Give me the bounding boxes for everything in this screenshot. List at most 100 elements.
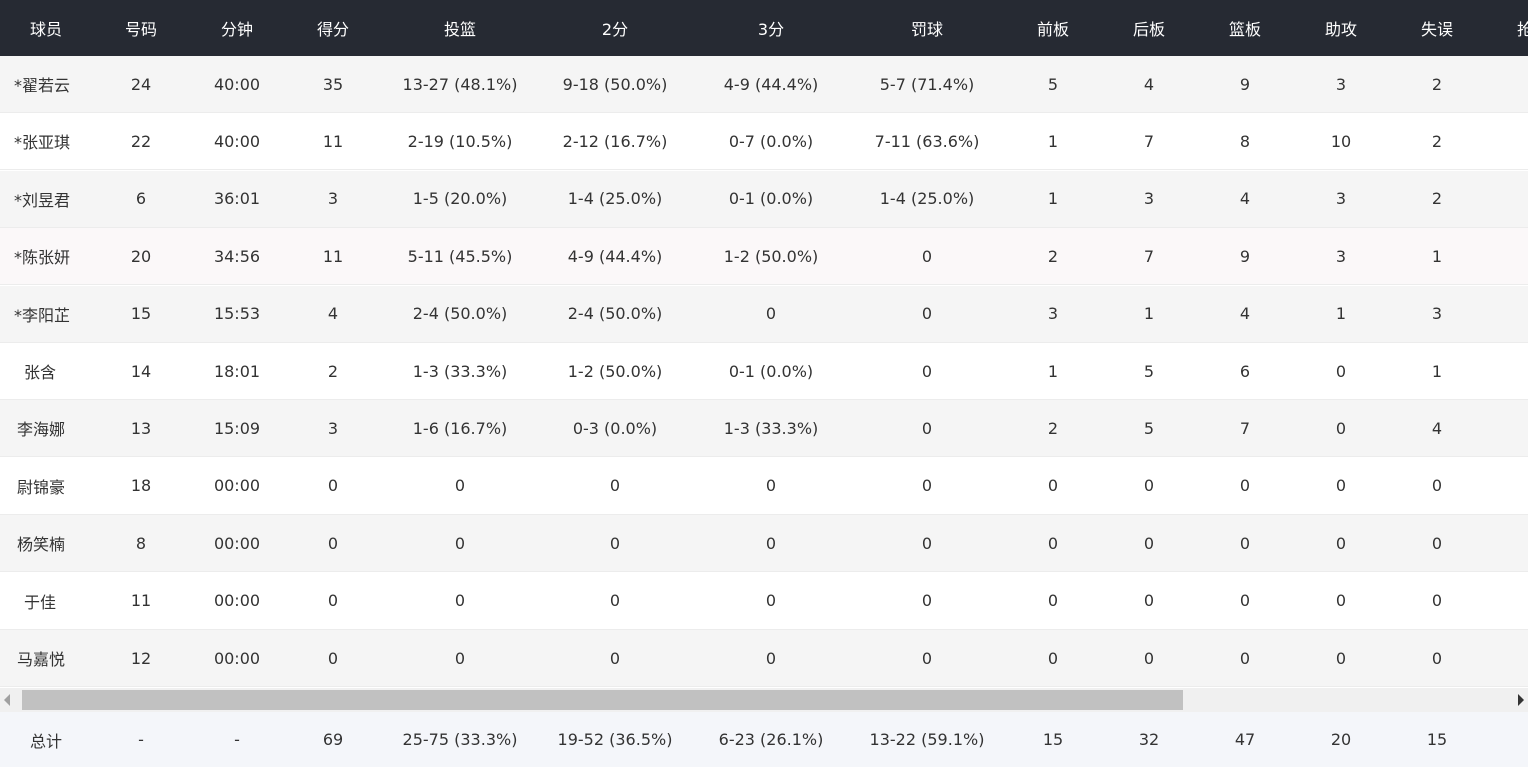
cell-dreb: 0 — [1143, 648, 1155, 668]
cell-oreb: 2 — [1047, 418, 1059, 438]
scroll-left-arrow-icon[interactable] — [4, 694, 10, 706]
cell-tov: 2 — [1431, 189, 1443, 209]
cell-player: 杨笑楠 — [17, 535, 66, 555]
cell-minutes: 00:00 — [213, 476, 261, 496]
total-two: 19-52 (36.5%) — [557, 730, 673, 749]
cell-tov: 2 — [1431, 131, 1443, 151]
table-row[interactable]: 尉锦豪 18 00:00 0 0 0 0 0 0 0 0 0 0 — [0, 457, 1528, 515]
header-tov[interactable]: 失误 — [1420, 20, 1453, 39]
cell-minutes: 00:00 — [213, 591, 261, 611]
cell-ast: 1 — [1335, 304, 1347, 324]
cell-minutes: 00:00 — [213, 533, 261, 553]
cell-minutes: 34:56 — [213, 246, 261, 266]
cell-points: 0 — [327, 591, 339, 611]
table-row[interactable]: 马嘉悦 12 00:00 0 0 0 0 0 0 0 0 0 0 — [0, 630, 1528, 687]
cell-tov: 4 — [1431, 418, 1443, 438]
cell-tov: 0 — [1431, 591, 1443, 611]
cell-points: 11 — [322, 246, 344, 266]
cell-minutes: 40:00 — [213, 74, 261, 94]
cell-oreb: 2 — [1047, 246, 1059, 266]
cell-ft: 7-11 (63.6%) — [874, 131, 980, 151]
table-row[interactable]: *张亚琪 22 40:00 11 2-19 (10.5%) 2-12 (16.7%) 0-7… — [0, 113, 1528, 171]
table-row[interactable]: *陈张妍 20 34:56 11 5-11 (45.5%) 4-9 (44.4%) 1-2 … — [0, 228, 1528, 286]
cell-dreb: 5 — [1143, 361, 1155, 381]
cell-ast: 0 — [1335, 648, 1347, 668]
cell-oreb: 1 — [1047, 361, 1059, 381]
cell-two: 4-9 (44.4%) — [567, 246, 663, 266]
cell-reb: 4 — [1239, 189, 1251, 209]
table-row[interactable]: 张含 14 18:01 2 1-3 (33.3%) 1-2 (50.0%) 0-1 (0.0… — [0, 343, 1528, 400]
header-three[interactable]: 3分 — [757, 20, 785, 39]
horizontal-scrollbar[interactable] — [0, 688, 1528, 712]
cell-ast: 0 — [1335, 418, 1347, 438]
cell-fg: 1-5 (20.0%) — [412, 189, 508, 209]
cell-fg: 13-27 (48.1%) — [402, 74, 518, 94]
cell-ft: 0 — [921, 361, 933, 381]
cell-three: 0-1 (0.0%) — [728, 361, 814, 381]
cell-reb: 0 — [1239, 648, 1251, 668]
header-dreb[interactable]: 后板 — [1132, 20, 1165, 39]
cell-number: 18 — [130, 476, 152, 496]
cell-three: 0 — [765, 476, 777, 496]
cell-player: *陈张妍 — [14, 248, 71, 268]
table-row[interactable]: 于佳 11 00:00 0 0 0 0 0 0 0 0 0 0 — [0, 572, 1528, 630]
header-two[interactable]: 2分 — [601, 20, 629, 39]
cell-three: 4-9 (44.4%) — [723, 74, 819, 94]
cell-three: 0-7 (0.0%) — [728, 131, 814, 151]
cell-reb: 0 — [1239, 533, 1251, 553]
cell-oreb: 1 — [1047, 189, 1059, 209]
cell-ft: 5-7 (71.4%) — [879, 74, 975, 94]
cell-number: 24 — [130, 74, 152, 94]
cell-two: 1-2 (50.0%) — [567, 361, 663, 381]
cell-points: 4 — [327, 304, 339, 324]
table-row[interactable]: *翟若云 24 40:00 35 13-27 (48.1%) 9-18 (50.0%) 4-… — [0, 56, 1528, 113]
scrollbar-thumb[interactable] — [22, 690, 1183, 710]
total-number: - — [138, 730, 144, 749]
cell-tov: 2 — [1431, 74, 1443, 94]
cell-three: 1-2 (50.0%) — [723, 246, 819, 266]
header-ft[interactable]: 罚球 — [910, 20, 943, 39]
cell-oreb: 0 — [1047, 533, 1059, 553]
cell-fg: 1-6 (16.7%) — [412, 418, 508, 438]
cell-minutes: 15:09 — [213, 418, 261, 438]
cell-dreb: 5 — [1143, 418, 1155, 438]
header-number[interactable]: 号码 — [124, 20, 157, 39]
table-row[interactable]: 李海娜 13 15:09 3 1-6 (16.7%) 0-3 (0.0%) 1-3 (33.… — [0, 400, 1528, 458]
total-tov: 15 — [1426, 730, 1448, 749]
table-row[interactable]: 杨笑楠 8 00:00 0 0 0 0 0 0 0 0 0 0 — [0, 515, 1528, 573]
cell-oreb: 1 — [1047, 131, 1059, 151]
cell-points: 35 — [322, 74, 344, 94]
scroll-right-arrow-icon[interactable] — [1518, 694, 1524, 706]
table-header: 球员 号码 分钟 得分 投篮 2分 3分 罚球 前板 后板 篮板 助攻 失误 抢 — [0, 0, 1528, 56]
table-row[interactable]: *李阳芷 15 15:53 4 2-4 (50.0%) 2-4 (50.0%) 0 0 3 1 4 1… — [0, 285, 1528, 343]
total-oreb: 15 — [1042, 730, 1064, 749]
cell-ast: 0 — [1335, 591, 1347, 611]
cell-tov: 1 — [1431, 361, 1443, 381]
cell-ft: 0 — [921, 304, 933, 324]
cell-player: 李海娜 — [17, 420, 66, 440]
header-oreb[interactable]: 前板 — [1036, 20, 1069, 39]
table-row[interactable]: *刘昱君 6 36:01 3 1-5 (20.0%) 1-4 (25.0%) 0-1 (0.… — [0, 170, 1528, 228]
cell-number: 12 — [130, 648, 152, 668]
cell-dreb: 7 — [1143, 246, 1155, 266]
cell-player: *刘昱君 — [14, 190, 71, 210]
header-stl[interactable]: 抢 — [1516, 20, 1528, 39]
total-ast: 20 — [1330, 730, 1352, 749]
cell-ast: 10 — [1330, 131, 1352, 151]
header-reb[interactable]: 篮板 — [1228, 20, 1261, 39]
cell-oreb: 0 — [1047, 648, 1059, 668]
total-minutes: - — [234, 730, 240, 749]
cell-two: 0 — [609, 591, 621, 611]
header-ast[interactable]: 助攻 — [1324, 20, 1357, 39]
header-player[interactable]: 球员 — [29, 20, 62, 39]
cell-ft: 0 — [921, 533, 933, 553]
header-minutes[interactable]: 分钟 — [220, 20, 253, 39]
cell-oreb: 3 — [1047, 304, 1059, 324]
cell-two: 1-4 (25.0%) — [567, 189, 663, 209]
cell-ft: 0 — [921, 591, 933, 611]
cell-three: 0 — [765, 591, 777, 611]
header-fg[interactable]: 投篮 — [443, 20, 476, 39]
cell-reb: 6 — [1239, 361, 1251, 381]
header-points[interactable]: 得分 — [316, 20, 349, 39]
